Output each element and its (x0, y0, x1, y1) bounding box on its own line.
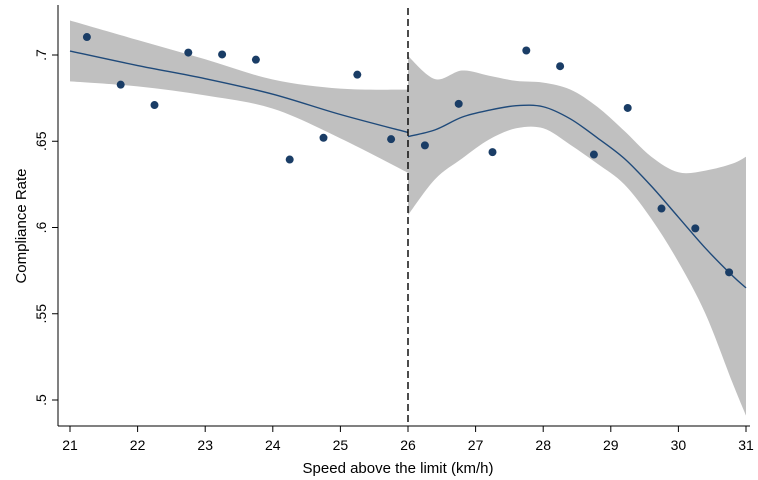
data-point (623, 103, 632, 112)
data-point (387, 135, 396, 144)
data-point (184, 48, 193, 57)
data-point (420, 141, 429, 150)
data-point (218, 50, 227, 59)
y-tick-label: .7 (33, 49, 49, 61)
x-tick-label: 24 (265, 437, 281, 453)
x-ticks: 21 22 23 24 25 26 27 28 29 30 31 (62, 426, 754, 453)
data-point (285, 155, 294, 164)
y-axis-title: Compliance Rate (13, 168, 30, 283)
x-tick-label: 23 (197, 437, 213, 453)
data-point (522, 46, 531, 55)
y-tick-label: .65 (33, 131, 49, 151)
axes (57, 5, 750, 427)
data-point (556, 62, 565, 71)
y-tick-label: .55 (33, 304, 49, 324)
ci-band-right (408, 56, 746, 416)
confidence-bands (70, 20, 746, 416)
data-point (454, 99, 463, 108)
x-tick-label: 27 (468, 437, 484, 453)
x-tick-label: 21 (62, 437, 78, 453)
x-tick-label: 28 (535, 437, 551, 453)
y-tick-label: .5 (33, 394, 49, 406)
x-axis-title: Speed above the limit (km/h) (303, 460, 494, 477)
fit-line-right (407, 104, 747, 289)
x-tick-label: 22 (130, 437, 146, 453)
fit-lines (69, 50, 747, 289)
data-points (82, 33, 734, 277)
x-tick-label: 31 (738, 437, 754, 453)
y-tick-label: .6 (33, 221, 49, 233)
x-tick-label: 26 (400, 437, 416, 453)
data-point (251, 55, 260, 64)
x-tick-label: 29 (603, 437, 619, 453)
x-tick-label: 30 (671, 437, 687, 453)
data-point (319, 133, 328, 142)
data-point (691, 224, 700, 233)
data-point (353, 70, 362, 79)
data-point (150, 101, 159, 110)
data-point (657, 204, 666, 213)
y-ticks: .5 .55 .6 .65 .7 (33, 49, 58, 406)
ci-band-left (70, 20, 408, 173)
fit-line-left (69, 50, 409, 134)
data-point (725, 268, 734, 277)
data-point (488, 148, 497, 157)
x-tick-label: 25 (333, 437, 349, 453)
data-point (116, 80, 125, 89)
data-point (82, 33, 91, 42)
data-point (589, 150, 598, 159)
